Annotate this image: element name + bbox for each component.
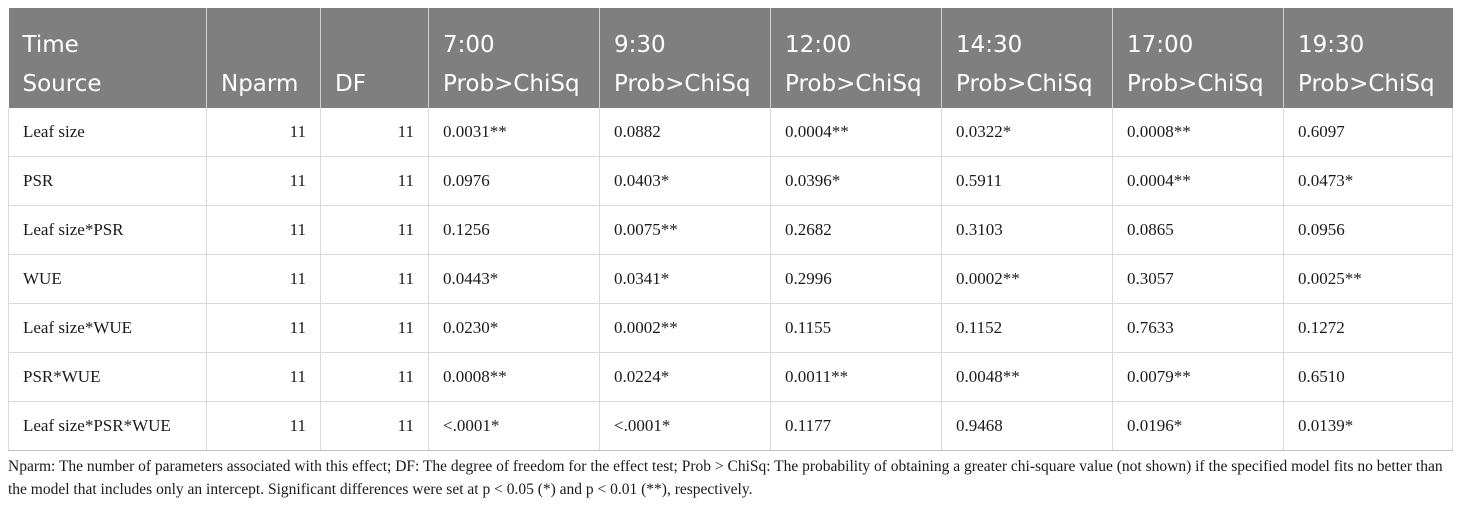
- header-prob-0700: Prob>ChiSq: [428, 60, 600, 108]
- nparm-cell: 11: [206, 303, 321, 353]
- prob-cell: 0.0079**: [1112, 352, 1284, 402]
- chi-square-table: Time 7:00 9:30 12:00 14:30 17:00 19:30 S…: [8, 8, 1453, 451]
- prob-cell: 0.0075**: [599, 205, 771, 255]
- nparm-cell: 11: [206, 108, 321, 157]
- df-cell: 11: [320, 108, 429, 157]
- source-cell: Leaf size*WUE: [8, 303, 207, 353]
- header-time-0700: 7:00: [428, 8, 600, 60]
- header-time-0930: 9:30: [599, 8, 771, 60]
- df-cell: 11: [320, 401, 429, 451]
- prob-cell: 0.2682: [770, 205, 942, 255]
- prob-cell: 0.1155: [770, 303, 942, 353]
- nparm-cell: 11: [206, 205, 321, 255]
- header-row-columns: Source Nparm DF Prob>ChiSq Prob>ChiSq Pr…: [8, 60, 1453, 108]
- table-row: PSR*WUE 11 11 0.0008** 0.0224* 0.0011** …: [8, 352, 1453, 402]
- prob-cell: 0.0956: [1283, 205, 1453, 255]
- header-df: DF: [320, 60, 429, 108]
- prob-cell: 0.6510: [1283, 352, 1453, 402]
- header-time-1200: 12:00: [770, 8, 942, 60]
- prob-cell: 0.0443*: [428, 254, 600, 304]
- prob-cell: 0.0341*: [599, 254, 771, 304]
- nparm-cell: 11: [206, 352, 321, 402]
- prob-cell: 0.1177: [770, 401, 942, 451]
- prob-cell: 0.3057: [1112, 254, 1284, 304]
- header-prob-1430: Prob>ChiSq: [941, 60, 1113, 108]
- nparm-cell: 11: [206, 156, 321, 206]
- header-time-1700: 17:00: [1112, 8, 1284, 60]
- header-source: Source: [8, 60, 207, 108]
- df-cell: 11: [320, 352, 429, 402]
- prob-cell: 0.9468: [941, 401, 1113, 451]
- prob-cell: 0.0048**: [941, 352, 1113, 402]
- prob-cell: 0.0865: [1112, 205, 1284, 255]
- prob-cell: 0.0002**: [599, 303, 771, 353]
- header-prob-1930: Prob>ChiSq: [1283, 60, 1453, 108]
- nparm-cell: 11: [206, 254, 321, 304]
- prob-cell: 0.0031**: [428, 108, 600, 157]
- prob-cell: <.0001*: [599, 401, 771, 451]
- header-time-1930: 19:30: [1283, 8, 1453, 60]
- header-time-1430: 14:30: [941, 8, 1113, 60]
- prob-cell: 0.3103: [941, 205, 1113, 255]
- prob-cell: 0.0882: [599, 108, 771, 157]
- header-blank-2: [320, 8, 429, 60]
- source-cell: WUE: [8, 254, 207, 304]
- df-cell: 11: [320, 205, 429, 255]
- prob-cell: 0.6097: [1283, 108, 1453, 157]
- prob-cell: 0.2996: [770, 254, 942, 304]
- prob-cell: 0.0196*: [1112, 401, 1284, 451]
- table-row: PSR 11 11 0.0976 0.0403* 0.0396* 0.5911 …: [8, 156, 1453, 206]
- source-cell: Leaf size*PSR*WUE: [8, 401, 207, 451]
- prob-cell: 0.0008**: [428, 352, 600, 402]
- df-cell: 11: [320, 156, 429, 206]
- prob-cell: 0.0473*: [1283, 156, 1453, 206]
- table-row: Leaf size*WUE 11 11 0.0230* 0.0002** 0.1…: [8, 303, 1453, 353]
- prob-cell: 0.1256: [428, 205, 600, 255]
- prob-cell: 0.0025**: [1283, 254, 1453, 304]
- header-nparm: Nparm: [206, 60, 321, 108]
- prob-cell: 0.7633: [1112, 303, 1284, 353]
- table-row: Leaf size*PSR*WUE 11 11 <.0001* <.0001* …: [8, 401, 1453, 451]
- prob-cell: 0.0322*: [941, 108, 1113, 157]
- header-blank-1: [206, 8, 321, 60]
- source-cell: Leaf size: [8, 108, 207, 157]
- table-row: WUE 11 11 0.0443* 0.0341* 0.2996 0.0002*…: [8, 254, 1453, 304]
- prob-cell: 0.0396*: [770, 156, 942, 206]
- prob-cell: 0.0230*: [428, 303, 600, 353]
- prob-cell: 0.0004**: [1112, 156, 1284, 206]
- prob-cell: 0.1272: [1283, 303, 1453, 353]
- prob-cell: 0.0403*: [599, 156, 771, 206]
- table-footnote: Nparm: The number of parameters associat…: [8, 458, 1443, 498]
- prob-cell: 0.0002**: [941, 254, 1113, 304]
- prob-cell: 0.0224*: [599, 352, 771, 402]
- df-cell: 11: [320, 303, 429, 353]
- prob-cell: 0.0008**: [1112, 108, 1284, 157]
- header-prob-1700: Prob>ChiSq: [1112, 60, 1284, 108]
- header-prob-1200: Prob>ChiSq: [770, 60, 942, 108]
- nparm-cell: 11: [206, 401, 321, 451]
- prob-cell: 0.0004**: [770, 108, 942, 157]
- table-row: Leaf size*PSR 11 11 0.1256 0.0075** 0.26…: [8, 205, 1453, 255]
- prob-cell: 0.0011**: [770, 352, 942, 402]
- source-cell: PSR: [8, 156, 207, 206]
- header-prob-0930: Prob>ChiSq: [599, 60, 771, 108]
- prob-cell: 0.5911: [941, 156, 1113, 206]
- prob-cell: 0.0139*: [1283, 401, 1453, 451]
- df-cell: 11: [320, 254, 429, 304]
- prob-cell: 0.1152: [941, 303, 1113, 353]
- header-time: Time: [8, 8, 207, 60]
- prob-cell: 0.0976: [428, 156, 600, 206]
- prob-cell: <.0001*: [428, 401, 600, 451]
- header-row-time: Time 7:00 9:30 12:00 14:30 17:00 19:30: [8, 8, 1453, 60]
- results-table-container: Time 7:00 9:30 12:00 14:30 17:00 19:30 S…: [8, 8, 1453, 451]
- source-cell: PSR*WUE: [8, 352, 207, 402]
- source-cell: Leaf size*PSR: [8, 205, 207, 255]
- table-row: Leaf size 11 11 0.0031** 0.0882 0.0004**…: [8, 108, 1453, 157]
